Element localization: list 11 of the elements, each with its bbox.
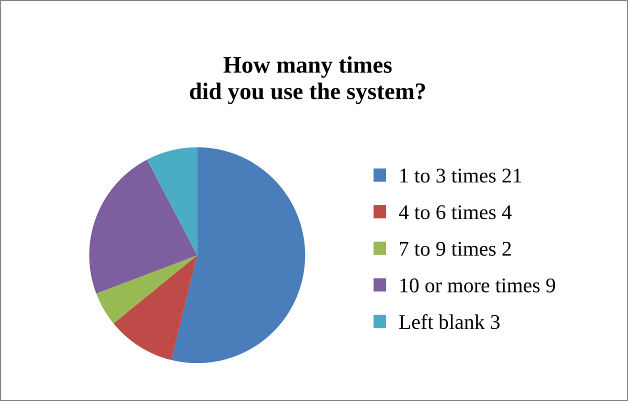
pie-slice: [147, 147, 198, 256]
pie-slice: [89, 160, 198, 294]
legend-label: 7 to 9 times 2: [400, 242, 511, 256]
legend-label: Left blank 3: [399, 314, 500, 330]
pie-slice: [114, 255, 198, 360]
legend-label: 10 or more times 9: [400, 278, 556, 292]
chart-title: How many times did you use the system?: [190, 56, 426, 104]
pie-slice: [171, 147, 306, 364]
legend-label: 4 to 6 times 4: [398, 205, 512, 220]
legend-label: 1 to 3 times 21: [400, 168, 522, 183]
pie-slice: [96, 255, 198, 324]
